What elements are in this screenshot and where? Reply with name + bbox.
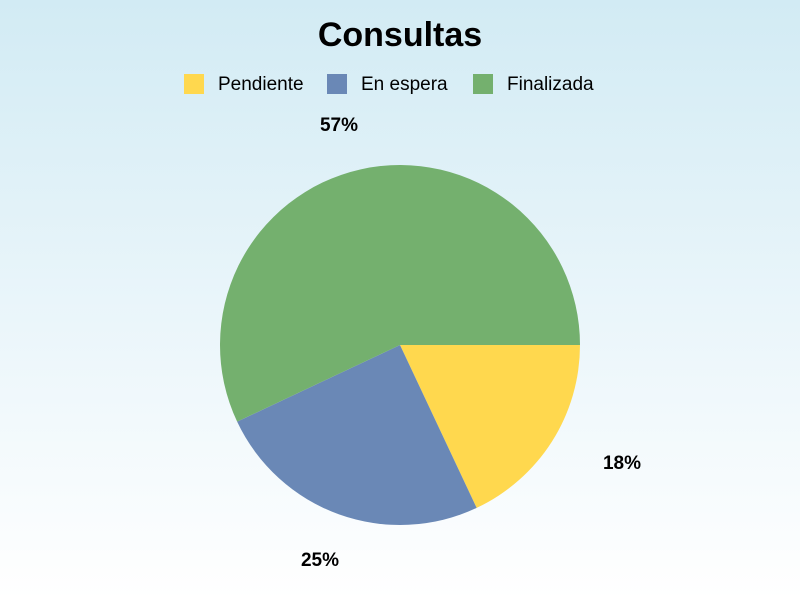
legend-label-pendiente: Pendiente [218, 74, 304, 95]
pie-slice-finalizada [220, 165, 581, 422]
legend-swatch-en-espera [327, 74, 347, 94]
chart-title: Consultas [318, 16, 482, 54]
legend-label-finalizada: Finalizada [507, 74, 594, 95]
pie-slices [220, 165, 581, 526]
legend-swatch-pendiente [184, 74, 204, 94]
legend-swatch-finalizada [473, 74, 493, 94]
slice-label-finalizada: 57% [320, 115, 358, 136]
pie-slice-en-espera [237, 345, 477, 526]
slice-label-pendiente: 18% [603, 453, 641, 474]
legend-label-en-espera: En espera [361, 74, 448, 95]
slice-label-en-espera: 25% [301, 550, 339, 571]
legend: Pendiente En espera Finalizada [184, 74, 594, 95]
pie-slice-pendiente [400, 345, 580, 508]
